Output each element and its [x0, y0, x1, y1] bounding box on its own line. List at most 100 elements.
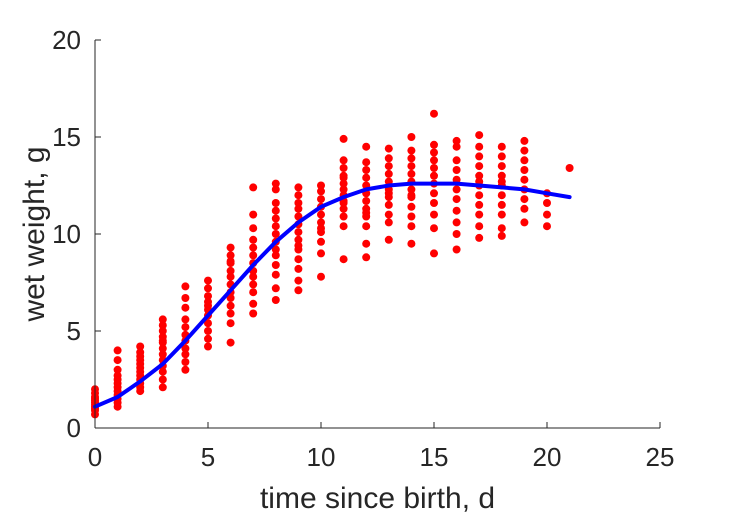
- data-point: [407, 154, 416, 163]
- data-point: [339, 199, 348, 207]
- data-point: [520, 166, 529, 174]
- data-point: [181, 344, 190, 353]
- data-point: [452, 142, 461, 151]
- data-point: [520, 136, 529, 145]
- data-point: [271, 214, 280, 223]
- data-point: [317, 249, 325, 258]
- data-point: [158, 327, 167, 335]
- data-point: [430, 189, 438, 198]
- data-point: [362, 197, 371, 205]
- data-point: [339, 134, 348, 143]
- data-point: [497, 171, 506, 180]
- data-point: [339, 156, 348, 165]
- data-point: [407, 146, 416, 155]
- data-point: [543, 210, 551, 219]
- data-point: [520, 146, 529, 155]
- data-point: [204, 284, 212, 293]
- data-point: [271, 199, 280, 207]
- data-point: [317, 237, 325, 246]
- data-point: [362, 222, 371, 231]
- data-point: [497, 142, 506, 151]
- data-point: [294, 255, 303, 264]
- data-point: [317, 218, 325, 227]
- data-point: [158, 344, 167, 353]
- data-point: [430, 199, 438, 207]
- data-point: [520, 218, 529, 227]
- data-point: [113, 346, 122, 355]
- data-point: [271, 245, 280, 254]
- data-point: [181, 294, 190, 302]
- data-point: [226, 272, 235, 281]
- data-point: [384, 218, 393, 227]
- y-tick-label: 10: [52, 219, 81, 249]
- data-point: [497, 224, 506, 233]
- data-point: [384, 169, 393, 178]
- data-point: [520, 195, 529, 204]
- data-point: [339, 212, 348, 221]
- data-point: [249, 272, 258, 281]
- data-point: [113, 371, 122, 380]
- data-point: [294, 204, 303, 213]
- data-point: [317, 187, 325, 196]
- data-point: [362, 142, 371, 151]
- data-point: [271, 230, 280, 238]
- data-point: [452, 136, 461, 145]
- data-point: [294, 286, 303, 295]
- data-point: [317, 181, 325, 190]
- data-point: [181, 315, 190, 324]
- data-point: [226, 243, 235, 252]
- data-point: [226, 257, 235, 266]
- data-point: [430, 140, 438, 149]
- data-point: [430, 210, 438, 219]
- data-point: [339, 222, 348, 231]
- data-point: [204, 276, 212, 285]
- data-point: [384, 235, 393, 244]
- data-point: [475, 152, 484, 161]
- data-point: [430, 224, 438, 233]
- y-tick-label: 20: [52, 25, 81, 55]
- data-point: [452, 230, 461, 238]
- data-point: [475, 131, 484, 140]
- data-point: [113, 356, 122, 365]
- data-point: [497, 200, 506, 209]
- data-point: [384, 144, 393, 153]
- data-point: [497, 177, 506, 186]
- data-point: [475, 142, 484, 151]
- data-point: [339, 173, 348, 182]
- data-point: [339, 179, 348, 188]
- fit-curve: [93, 181, 572, 409]
- data-point: [204, 319, 212, 328]
- data-point: [226, 266, 235, 275]
- data-point: [317, 210, 325, 219]
- data-point: [204, 342, 212, 351]
- data-point: [543, 199, 551, 207]
- data-point: [249, 243, 258, 252]
- y-tick-label: 15: [52, 122, 81, 152]
- data-point: [339, 164, 348, 172]
- data-point: [497, 231, 506, 240]
- data-point: [430, 148, 438, 157]
- data-point: [181, 365, 190, 374]
- data-point: [430, 109, 438, 118]
- data-point: [452, 218, 461, 227]
- data-point: [271, 251, 280, 260]
- data-point: [430, 164, 438, 172]
- data-point: [407, 212, 416, 221]
- data-point: [384, 154, 393, 163]
- data-point: [136, 342, 145, 351]
- data-point: [204, 327, 212, 335]
- data-point: [181, 303, 190, 312]
- data-point: [317, 272, 325, 281]
- data-point: [497, 152, 506, 161]
- data-point: [339, 185, 348, 194]
- data-point: [113, 365, 122, 374]
- data-point: [407, 133, 416, 141]
- data-point: [271, 284, 280, 293]
- data-point: [475, 171, 484, 180]
- data-point: [181, 350, 190, 359]
- x-tick-label: 20: [533, 442, 562, 472]
- data-point: [407, 185, 416, 194]
- data-point: [271, 179, 280, 188]
- data-point: [407, 202, 416, 211]
- data-point: [271, 185, 280, 194]
